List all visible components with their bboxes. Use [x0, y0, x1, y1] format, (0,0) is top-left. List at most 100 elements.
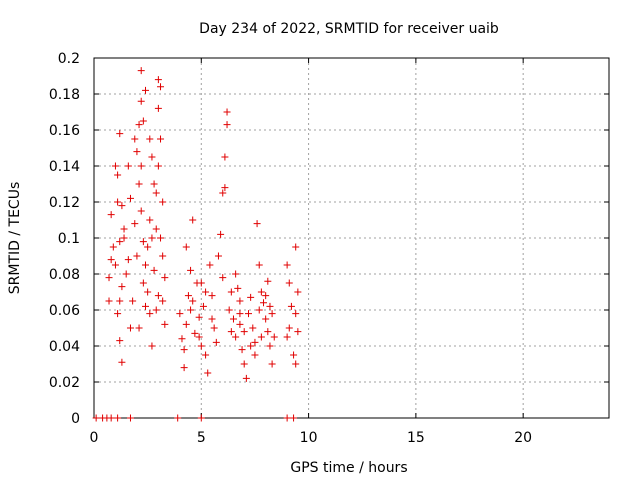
data-point — [124, 256, 132, 264]
data-point — [114, 310, 122, 318]
data-point — [131, 135, 139, 143]
data-point — [159, 252, 167, 260]
y-tick-label: 0.06 — [49, 303, 80, 319]
x-tick-label: 20 — [514, 430, 532, 446]
data-point — [161, 274, 169, 282]
data-point — [262, 315, 270, 323]
data-point — [260, 299, 268, 307]
data-point — [157, 135, 165, 143]
data-point — [159, 297, 167, 305]
data-point — [283, 261, 291, 269]
data-point — [283, 414, 291, 422]
data-point — [124, 162, 132, 170]
data-point — [266, 342, 274, 350]
data-point — [240, 328, 248, 336]
data-point — [257, 333, 265, 341]
data-point — [227, 328, 235, 336]
data-point — [152, 306, 160, 314]
data-point — [197, 342, 205, 350]
data-point — [180, 364, 188, 372]
data-point — [174, 414, 182, 422]
data-point — [120, 234, 128, 242]
data-point — [152, 189, 160, 197]
data-point — [191, 329, 199, 337]
data-point — [197, 279, 205, 287]
data-point — [139, 117, 147, 125]
y-tick-label: 0.12 — [49, 195, 80, 211]
data-points — [92, 67, 302, 422]
data-point — [180, 346, 188, 354]
grid — [94, 58, 609, 418]
axis-ticks: 0 0.02 0.04 0.06 0.08 0.1 0.12 0.14 0.16 0.18 0.2 0… — [49, 51, 609, 446]
data-point — [212, 338, 220, 346]
data-point — [257, 288, 265, 296]
data-point — [150, 266, 158, 274]
data-point — [114, 414, 122, 422]
data-point — [159, 198, 167, 206]
data-point — [268, 310, 276, 318]
data-point — [157, 234, 165, 242]
data-point — [249, 324, 257, 332]
y-tick-label: 0 — [71, 411, 80, 427]
data-point — [105, 297, 113, 305]
data-point — [107, 256, 115, 264]
data-point — [107, 414, 115, 422]
data-point — [253, 220, 261, 228]
data-point — [187, 306, 195, 314]
data-point — [214, 252, 222, 260]
data-point — [144, 243, 152, 251]
y-tick-label: 0.16 — [49, 123, 80, 139]
data-point — [178, 335, 186, 343]
data-point — [227, 288, 235, 296]
data-point — [189, 216, 197, 224]
data-point — [126, 324, 134, 332]
data-point — [195, 313, 203, 321]
data-point — [240, 360, 248, 368]
data-point — [109, 243, 117, 251]
data-point — [118, 358, 126, 366]
data-point — [264, 277, 272, 285]
data-point — [111, 162, 119, 170]
data-point — [287, 302, 295, 310]
plot-frame — [93, 57, 610, 419]
data-point — [184, 292, 192, 300]
data-point — [236, 320, 244, 328]
data-point — [219, 274, 227, 282]
data-point — [126, 194, 134, 202]
data-point — [223, 108, 231, 116]
data-point — [232, 270, 240, 278]
data-point — [247, 342, 255, 350]
data-point — [264, 328, 272, 336]
data-point — [285, 324, 293, 332]
data-point — [122, 270, 130, 278]
data-point — [229, 315, 237, 323]
y-tick-label: 0.08 — [49, 267, 80, 283]
data-point — [139, 238, 147, 246]
data-point — [131, 220, 139, 228]
data-point — [154, 104, 162, 112]
data-point — [137, 207, 145, 215]
data-point — [148, 234, 156, 242]
data-point — [154, 76, 162, 84]
data-point — [144, 288, 152, 296]
y-tick-label: 0.02 — [49, 375, 80, 391]
data-point — [142, 302, 149, 310]
data-point — [270, 333, 278, 341]
data-point — [238, 346, 246, 354]
data-point — [217, 230, 225, 238]
data-point — [107, 211, 115, 219]
data-point — [221, 184, 229, 192]
data-point — [262, 292, 270, 300]
data-point — [208, 315, 216, 323]
data-point — [195, 333, 203, 341]
data-point — [154, 162, 162, 170]
data-point — [152, 225, 160, 233]
data-point — [204, 369, 212, 377]
data-point — [255, 261, 263, 269]
data-point — [210, 324, 218, 332]
y-tick-label: 0.14 — [49, 159, 80, 175]
data-point — [161, 320, 169, 328]
data-point — [148, 153, 156, 161]
data-point — [126, 414, 134, 422]
y-tick-label: 0.1 — [58, 231, 80, 247]
